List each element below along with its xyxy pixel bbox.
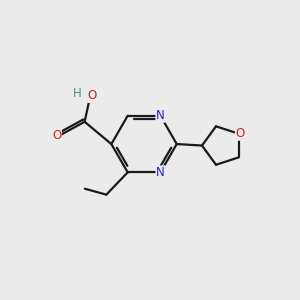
Text: H: H <box>73 87 82 100</box>
Text: N: N <box>156 166 165 179</box>
Text: O: O <box>52 129 61 142</box>
Text: N: N <box>156 109 165 122</box>
Text: O: O <box>236 127 245 140</box>
Text: O: O <box>88 89 97 102</box>
